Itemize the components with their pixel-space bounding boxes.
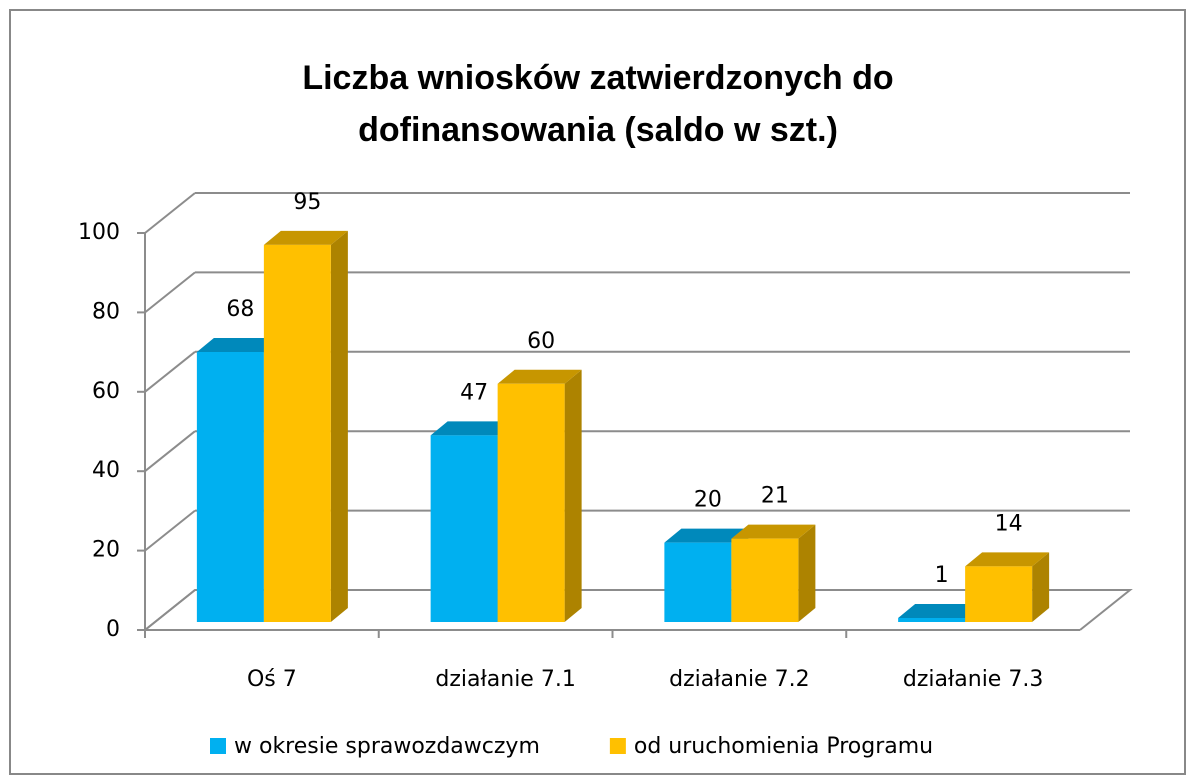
value-label: 20 xyxy=(694,488,722,513)
bar xyxy=(263,230,348,622)
legend-swatch xyxy=(210,738,226,754)
x-tick-label: Oś 7 xyxy=(247,667,297,692)
y-tick-label: 60 xyxy=(92,379,120,404)
x-tick-label: działanie 7.2 xyxy=(669,667,809,692)
grid-line xyxy=(144,351,196,393)
grid-line xyxy=(144,271,196,314)
bar-face xyxy=(664,528,749,543)
value-label: 68 xyxy=(226,297,254,322)
bar-face xyxy=(664,542,732,622)
bar-face xyxy=(898,604,983,619)
bar-face xyxy=(731,538,799,622)
y-tick-label: 20 xyxy=(92,538,120,563)
bar-face xyxy=(965,552,1050,567)
x-tick-label: działanie 7.3 xyxy=(903,667,1043,692)
value-label: 1 xyxy=(935,563,949,588)
legend-label: w okresie sprawozdawczym xyxy=(234,734,540,759)
value-label: 95 xyxy=(293,190,321,215)
bar-face xyxy=(497,383,565,622)
chart-title: Liczba wniosków zatwierdzonych do dofinan… xyxy=(302,59,893,149)
value-label: 47 xyxy=(460,380,488,405)
bar-face xyxy=(263,230,348,245)
value-label: 14 xyxy=(995,511,1023,536)
bar xyxy=(965,552,1050,622)
y-tick-label: 0 xyxy=(106,617,120,642)
bar-face xyxy=(263,244,331,622)
grid-line xyxy=(144,430,196,472)
bar-face xyxy=(430,421,515,436)
legend-label: od uruchomienia Programu xyxy=(634,734,933,759)
bar-face xyxy=(330,230,348,622)
bar-face xyxy=(1032,552,1050,622)
bar-face xyxy=(798,524,816,622)
bar-face xyxy=(196,338,281,353)
bar-face xyxy=(497,369,582,384)
legend-swatch xyxy=(609,738,626,754)
value-label: 21 xyxy=(761,484,789,509)
y-tick-label: 40 xyxy=(92,458,120,483)
bar-face xyxy=(196,352,264,622)
bar-face xyxy=(564,369,582,622)
bar xyxy=(497,369,582,622)
y-tick-label: 80 xyxy=(92,299,120,324)
y-tick-label: 100 xyxy=(78,220,120,245)
bar-face xyxy=(731,524,816,539)
bar xyxy=(731,524,816,622)
grid-line xyxy=(144,589,196,631)
grid-line xyxy=(144,509,196,552)
x-tick-label: działanie 7.1 xyxy=(435,667,575,692)
bar-face xyxy=(898,618,966,622)
value-label: 60 xyxy=(527,329,555,354)
bar-face xyxy=(430,435,498,622)
bar-face xyxy=(965,566,1033,622)
grid-line xyxy=(144,192,196,234)
